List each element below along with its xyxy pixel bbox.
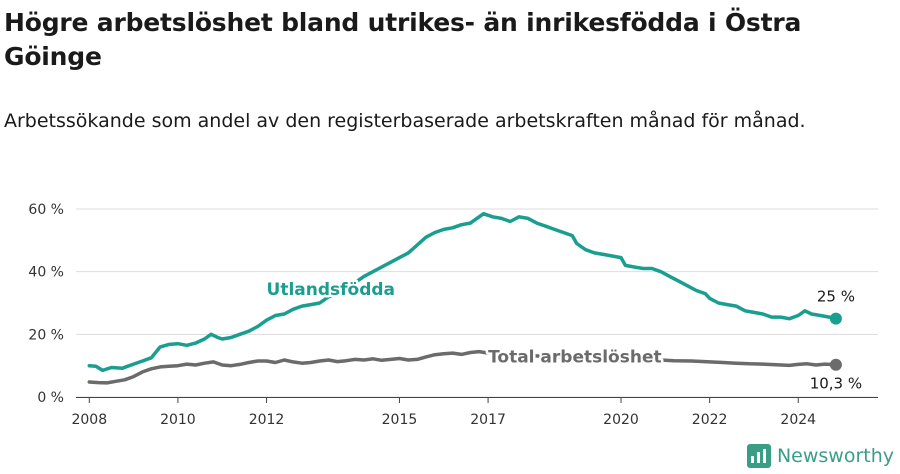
series-labels: Utlandsfödda Total arbetslöshet 25 % 10,3 % [264, 278, 862, 393]
series-label-utlandsfodda: Utlandsfödda [267, 280, 396, 300]
series-line-0 [87, 211, 838, 373]
end-label-utlandsfodda: 25 % [817, 288, 855, 306]
gridlines [76, 208, 878, 398]
axes: 0 % 20 % 40 % 60 % 2008 2010 2012 2015 2017 2020 2… [28, 202, 878, 428]
chart-title: Högre arbetslöshet bland utrikes- än inr… [4, 8, 802, 71]
x-tick-label: 2022 [692, 412, 728, 428]
series-end-point-0 [829, 312, 842, 325]
x-tick-label: 2020 [603, 412, 639, 428]
series-line-1 [87, 349, 838, 385]
x-tick-label: 2024 [780, 412, 816, 428]
x-tick-label: 2010 [160, 412, 196, 428]
series-lines [87, 211, 842, 385]
brand-name: Newsworthy [776, 445, 894, 467]
x-tick-label: 2012 [249, 412, 285, 428]
chart-subtitle: Arbetssökande som andel av den registerb… [4, 110, 806, 132]
series-label-total: Total arbetslöshet [488, 348, 662, 368]
x-tick-label: 2008 [71, 412, 107, 428]
y-tick-label: 40 % [28, 265, 64, 281]
newsworthy-brand[interactable]: Newsworthy [746, 444, 894, 468]
end-label-total: 10,3 % [810, 375, 862, 393]
x-tick-label: 2017 [470, 412, 506, 428]
x-tick-label: 2015 [382, 412, 418, 428]
y-tick-label: 0 % [37, 390, 64, 406]
bar-chart-logo-icon [746, 444, 771, 468]
y-tick-label: 60 % [28, 202, 64, 218]
series-end-point-1 [829, 358, 842, 371]
y-tick-label: 20 % [28, 327, 64, 343]
